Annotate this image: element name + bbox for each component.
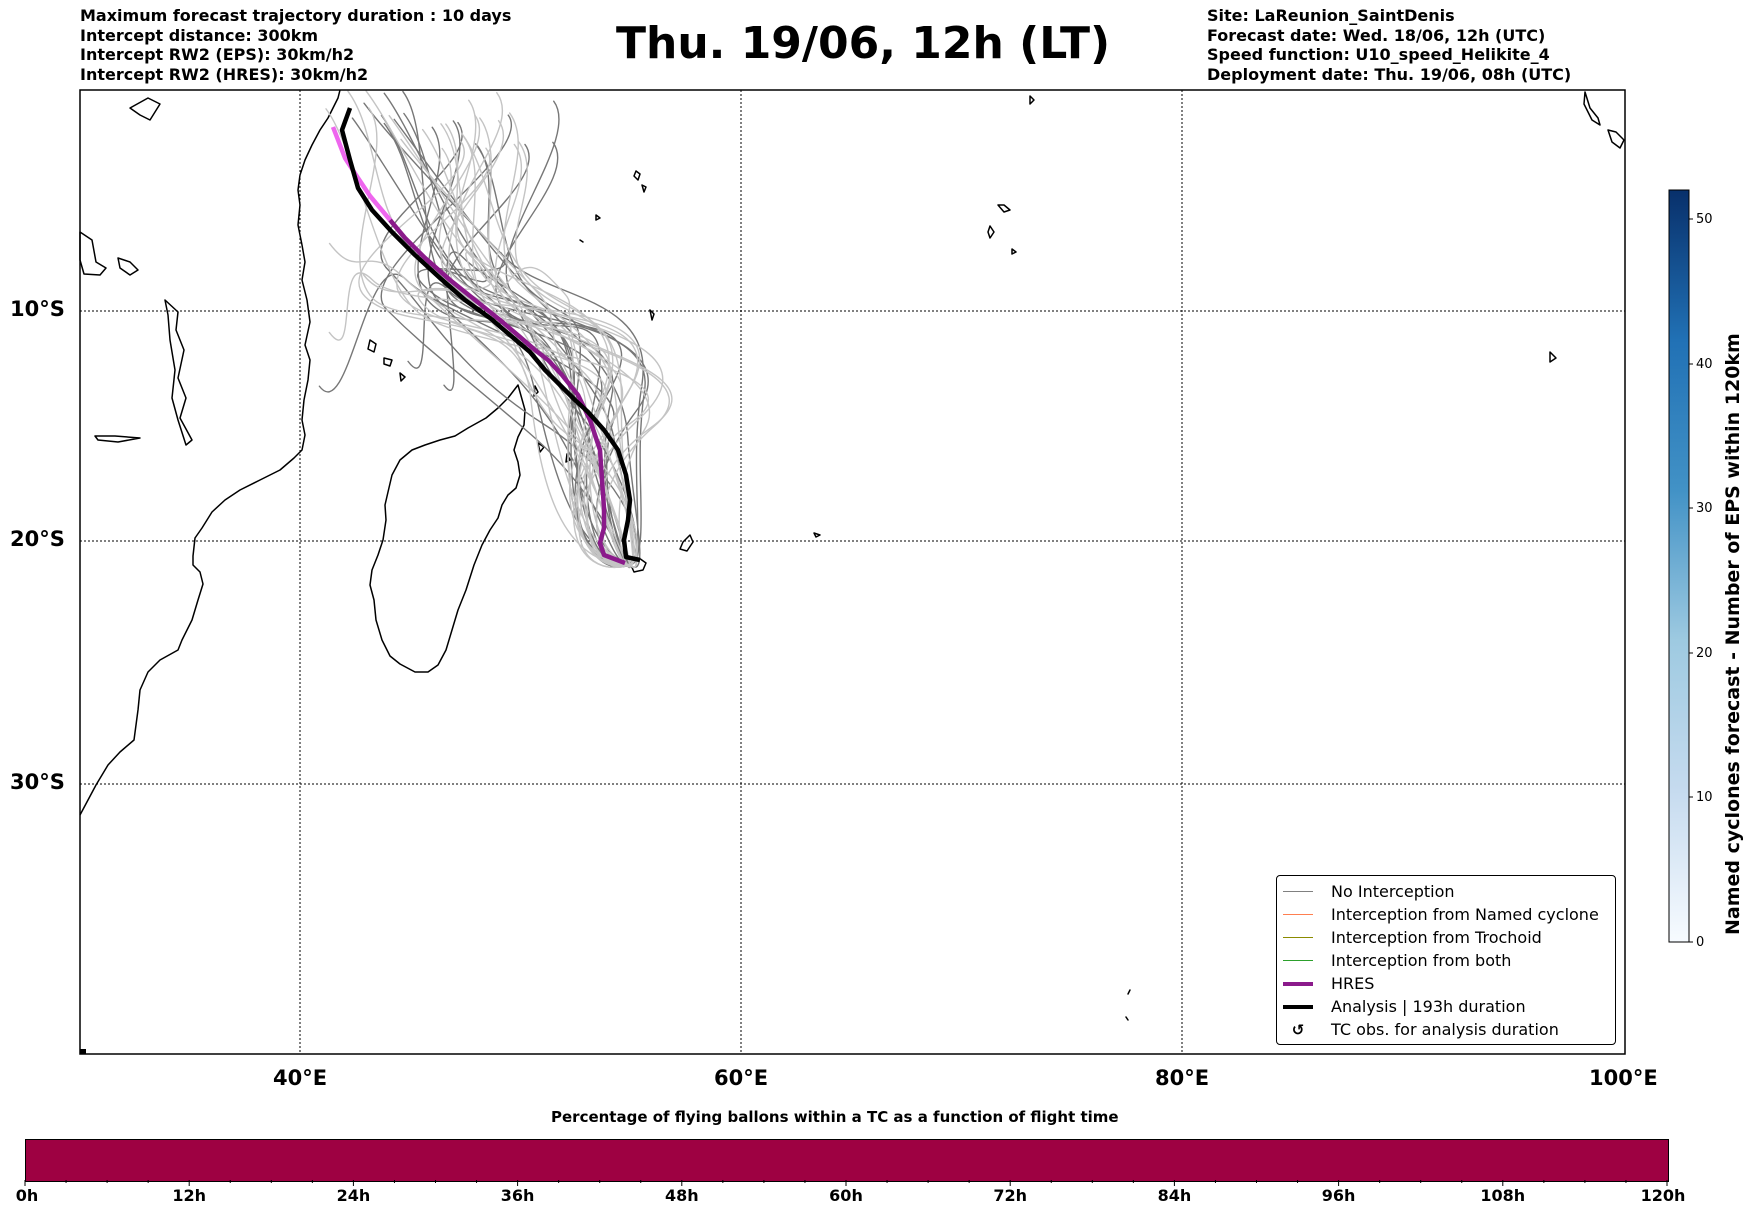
eps-trajectory — [440, 267, 646, 566]
map-frame — [79, 89, 1626, 1055]
flight-bar-tick-label: 60h — [829, 1186, 863, 1205]
info-line: Intercept RW2 (EPS): 30km/h2 — [80, 45, 355, 64]
flight-bar-tick-label: 72h — [993, 1186, 1028, 1205]
colorbar-tick: 10 — [1696, 790, 1713, 805]
forecast-info: Maximum forecast trajectory duration : 1… — [80, 6, 511, 84]
legend-swatch — [1283, 981, 1313, 986]
legend-item: Analysis | 193h duration — [1283, 995, 1526, 1018]
flight-bar-tick-label: 0h — [15, 1186, 39, 1205]
legend-item: ↺ TC obs. for analysis duration — [1283, 1018, 1559, 1041]
info-line: Intercept RW2 (HRES): 30km/h2 — [80, 64, 369, 84]
lat-label: 10°S — [10, 297, 65, 321]
colorbar-label: Named cyclones forecast - Number of EPS … — [1722, 333, 1744, 935]
flight-bar-tick-label: 24h — [336, 1186, 371, 1205]
eps-trajectory — [474, 143, 641, 568]
legend-swatch — [1283, 959, 1313, 962]
africa-coastline — [79, 89, 341, 816]
eps-trajectory — [456, 91, 631, 566]
info-line: Maximum forecast trajectory duration : 1… — [80, 6, 512, 25]
legend-swatch — [1283, 913, 1313, 916]
lat-label: 20°S — [10, 527, 65, 551]
colorbar-tick: 30 — [1696, 501, 1713, 516]
eps-trajectory — [363, 102, 644, 566]
eps-trajectory — [445, 123, 639, 567]
tc-obs-icon: ↺ — [1291, 1020, 1305, 1039]
lon-label: 40°E — [273, 1066, 328, 1090]
page-title: Thu. 19/06, 12h (LT) — [616, 18, 1111, 69]
lon-label: 100°E — [1589, 1066, 1658, 1090]
legend-label: Interception from both — [1331, 951, 1512, 970]
info-line: Speed function: U10_speed_Helikite_4 — [1207, 45, 1550, 64]
flight-bar-tick-label: 12h — [172, 1186, 207, 1205]
legend-swatch — [1283, 1004, 1313, 1009]
lon-label: 60°E — [714, 1066, 769, 1090]
flight-percentage-bar — [25, 1139, 1669, 1182]
cyclone-colorbar — [1668, 189, 1693, 943]
flight-bar-title: Percentage of flying ballons within a TC… — [551, 1108, 1119, 1126]
flight-bar-ticks — [24, 1180, 1668, 1186]
eps-trajectory — [440, 119, 631, 566]
flight-bar-tick-label: 108h — [1480, 1186, 1526, 1205]
colorbar-tick: 50 — [1696, 212, 1713, 227]
info-line: Forecast date: Wed. 18/06, 12h (UTC) — [1207, 25, 1546, 45]
legend-swatch — [1283, 890, 1313, 893]
eps-trajectory — [358, 140, 631, 566]
lat-label: 30°S — [10, 770, 65, 794]
legend-item: Interception from Trochoid — [1283, 926, 1542, 949]
eps-trajectory — [318, 273, 631, 566]
flight-bar-tick-label: 120h — [1640, 1186, 1686, 1205]
legend-swatch — [1283, 936, 1313, 939]
colorbar-tick: 0 — [1696, 935, 1705, 950]
hres-trajectory — [388, 218, 626, 566]
legend-label: HRES — [1331, 974, 1375, 993]
legend-label: No Interception — [1331, 882, 1455, 901]
eps-trajectory — [328, 242, 631, 567]
mauritius-island — [679, 534, 694, 552]
lon-label: 80°E — [1155, 1066, 1210, 1090]
analysis-trajectory — [339, 107, 641, 563]
eps-trajectory — [479, 117, 631, 567]
eps-trajectory — [417, 269, 650, 566]
flight-bar-tick-label: 96h — [1321, 1186, 1356, 1205]
info-line: Deployment date: Thu. 19/06, 08h (UTC) — [1207, 64, 1572, 84]
site-info: Site: LaReunion_SaintDenis Forecast date… — [1207, 6, 1571, 84]
flight-bar-tick-label: 48h — [664, 1186, 699, 1205]
eps-trajectory — [473, 266, 637, 569]
legend-item: Interception from both — [1283, 949, 1511, 972]
eps-trajectory — [359, 107, 631, 567]
info-line: Site: LaReunion_SaintDenis — [1207, 6, 1455, 25]
map-legend: No Interception Interception from Named … — [1276, 875, 1616, 1045]
graticule — [80, 90, 1625, 1054]
eps-trajectories — [318, 90, 673, 569]
legend-item: No Interception — [1283, 880, 1455, 903]
info-line: Intercept distance: 300km — [80, 25, 319, 45]
legend-item: HRES — [1283, 972, 1374, 995]
colorbar-tick: 20 — [1696, 646, 1713, 661]
legend-item: Interception from Named cyclone — [1283, 903, 1599, 926]
legend-label: Interception from Named cyclone — [1331, 905, 1599, 924]
colorbar-tick: 40 — [1696, 357, 1713, 372]
flight-bar-tick-label: 84h — [1157, 1186, 1192, 1205]
legend-label: Analysis | 193h duration — [1331, 997, 1526, 1016]
legend-label: TC obs. for analysis duration — [1331, 1020, 1559, 1039]
madagascar-coastline — [369, 384, 526, 673]
legend-label: Interception from Trochoid — [1331, 928, 1542, 947]
flight-bar-tick-label: 36h — [500, 1186, 535, 1205]
eps-trajectory — [514, 140, 635, 566]
eps-trajectory — [362, 273, 631, 567]
